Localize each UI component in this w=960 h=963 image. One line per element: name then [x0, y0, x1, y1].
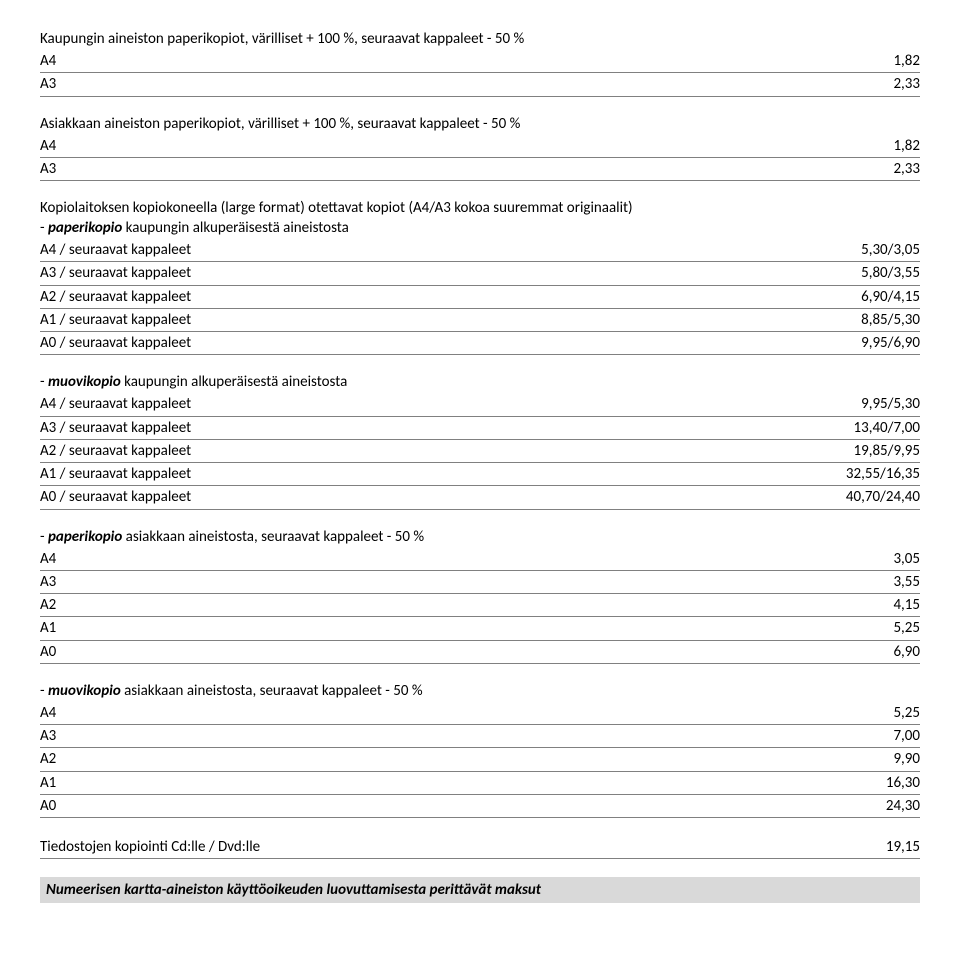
price-row: A3 / seuraavat kappaleet5,80/3,55 — [40, 262, 920, 285]
row-label: A3 — [40, 74, 873, 94]
row-label: A2 / seuraavat kappaleet — [40, 441, 834, 461]
row-label: A3 / seuraavat kappaleet — [40, 263, 841, 283]
row-label: A1 — [40, 618, 873, 638]
row-value: 5,25 — [873, 618, 920, 638]
row-label: A0 / seuraavat kappaleet — [40, 487, 826, 507]
row-value: 19,85/9,95 — [834, 441, 921, 461]
section-subtitle: - muovikopio asiakkaan aineistosta, seur… — [40, 682, 920, 700]
section-title: Kaupungin aineiston paperikopiot, värill… — [40, 30, 920, 48]
section: Kopiolaitoksen kopiokoneella (large form… — [40, 199, 920, 355]
row-value: 5,80/3,55 — [841, 263, 920, 283]
row-label: A0 — [40, 796, 866, 816]
section: Kaupungin aineiston paperikopiot, värill… — [40, 30, 920, 97]
row-label: A4 — [40, 51, 873, 71]
price-row: A06,90 — [40, 641, 920, 664]
row-value: 19,15 — [866, 837, 920, 857]
price-row: A43,05 — [40, 548, 920, 571]
price-row: A2 / seuraavat kappaleet19,85/9,95 — [40, 440, 920, 463]
price-row: Tiedostojen kopiointi Cd:lle / Dvd:lle19… — [40, 836, 920, 859]
price-row: A0 / seuraavat kappaleet9,95/6,90 — [40, 332, 920, 355]
row-value: 9,95/5,30 — [841, 394, 920, 414]
row-value: 1,82 — [873, 136, 920, 156]
price-row: A1 / seuraavat kappaleet8,85/5,30 — [40, 309, 920, 332]
row-value: 13,40/7,00 — [834, 418, 921, 438]
row-label: A4 — [40, 703, 873, 723]
row-label: A3 / seuraavat kappaleet — [40, 418, 834, 438]
row-label: A2 — [40, 595, 873, 615]
price-row: A29,90 — [40, 748, 920, 771]
section: - paperikopio asiakkaan aineistosta, seu… — [40, 528, 920, 664]
document-body: Kaupungin aineiston paperikopiot, värill… — [40, 30, 920, 859]
row-value: 8,85/5,30 — [841, 310, 920, 330]
row-label: A2 / seuraavat kappaleet — [40, 287, 841, 307]
row-value: 24,30 — [866, 796, 920, 816]
price-row: A0 / seuraavat kappaleet40,70/24,40 — [40, 486, 920, 509]
row-value: 2,33 — [873, 74, 920, 94]
row-label: A3 — [40, 572, 873, 592]
row-value: 4,15 — [873, 595, 920, 615]
price-row: A4 / seuraavat kappaleet5,30/3,05 — [40, 239, 920, 262]
row-label: A0 / seuraavat kappaleet — [40, 333, 841, 353]
row-value: 9,90 — [873, 749, 920, 769]
row-label: A4 — [40, 136, 873, 156]
row-value: 7,00 — [873, 726, 920, 746]
row-value: 5,30/3,05 — [841, 240, 920, 260]
row-label: A3 — [40, 726, 873, 746]
row-value: 3,05 — [873, 549, 920, 569]
row-value: 6,90 — [873, 642, 920, 662]
price-row: A024,30 — [40, 795, 920, 818]
row-label: A2 — [40, 749, 873, 769]
price-row: A32,33 — [40, 158, 920, 181]
row-value: 16,30 — [866, 773, 920, 793]
section-title: Kopiolaitoksen kopiokoneella (large form… — [40, 199, 920, 217]
row-label: A0 — [40, 642, 873, 662]
row-label: Tiedostojen kopiointi Cd:lle / Dvd:lle — [40, 837, 866, 857]
section-subtitle: - muovikopio kaupungin alkuperäisestä ai… — [40, 373, 920, 391]
price-row: A1 / seuraavat kappaleet32,55/16,35 — [40, 463, 920, 486]
price-row: A15,25 — [40, 617, 920, 640]
row-value: 5,25 — [873, 703, 920, 723]
price-row: A116,30 — [40, 772, 920, 795]
price-row: A41,82 — [40, 135, 920, 158]
row-label: A1 — [40, 773, 866, 793]
section: - muovikopio kaupungin alkuperäisestä ai… — [40, 373, 920, 509]
row-value: 1,82 — [873, 51, 920, 71]
section: - muovikopio asiakkaan aineistosta, seur… — [40, 682, 920, 818]
row-value: 6,90/4,15 — [841, 287, 920, 307]
row-value: 9,95/6,90 — [841, 333, 920, 353]
row-label: A1 / seuraavat kappaleet — [40, 464, 826, 484]
row-label: A4 — [40, 549, 873, 569]
row-value: 40,70/24,40 — [826, 487, 920, 507]
price-row: A2 / seuraavat kappaleet6,90/4,15 — [40, 286, 920, 309]
price-row: A45,25 — [40, 702, 920, 725]
price-row: A4 / seuraavat kappaleet9,95/5,30 — [40, 393, 920, 416]
price-row: A24,15 — [40, 594, 920, 617]
row-label: A4 / seuraavat kappaleet — [40, 240, 841, 260]
price-row: A33,55 — [40, 571, 920, 594]
row-value: 32,55/16,35 — [826, 464, 920, 484]
price-row: A32,33 — [40, 73, 920, 96]
row-value: 3,55 — [873, 572, 920, 592]
section: Asiakkaan aineiston paperikopiot, värill… — [40, 115, 920, 182]
section-subtitle: - paperikopio asiakkaan aineistosta, seu… — [40, 528, 920, 546]
row-label: A3 — [40, 159, 873, 179]
price-row: A3 / seuraavat kappaleet13,40/7,00 — [40, 417, 920, 440]
row-label: A1 / seuraavat kappaleet — [40, 310, 841, 330]
row-value: 2,33 — [873, 159, 920, 179]
section-title: Asiakkaan aineiston paperikopiot, värill… — [40, 115, 920, 133]
section-subtitle: - paperikopio kaupungin alkuperäisestä a… — [40, 219, 920, 237]
section: Tiedostojen kopiointi Cd:lle / Dvd:lle19… — [40, 836, 920, 859]
footer-heading: Numeerisen kartta-aineiston käyttöoikeud… — [40, 877, 920, 903]
row-label: A4 / seuraavat kappaleet — [40, 394, 841, 414]
price-row: A37,00 — [40, 725, 920, 748]
price-row: A41,82 — [40, 50, 920, 73]
